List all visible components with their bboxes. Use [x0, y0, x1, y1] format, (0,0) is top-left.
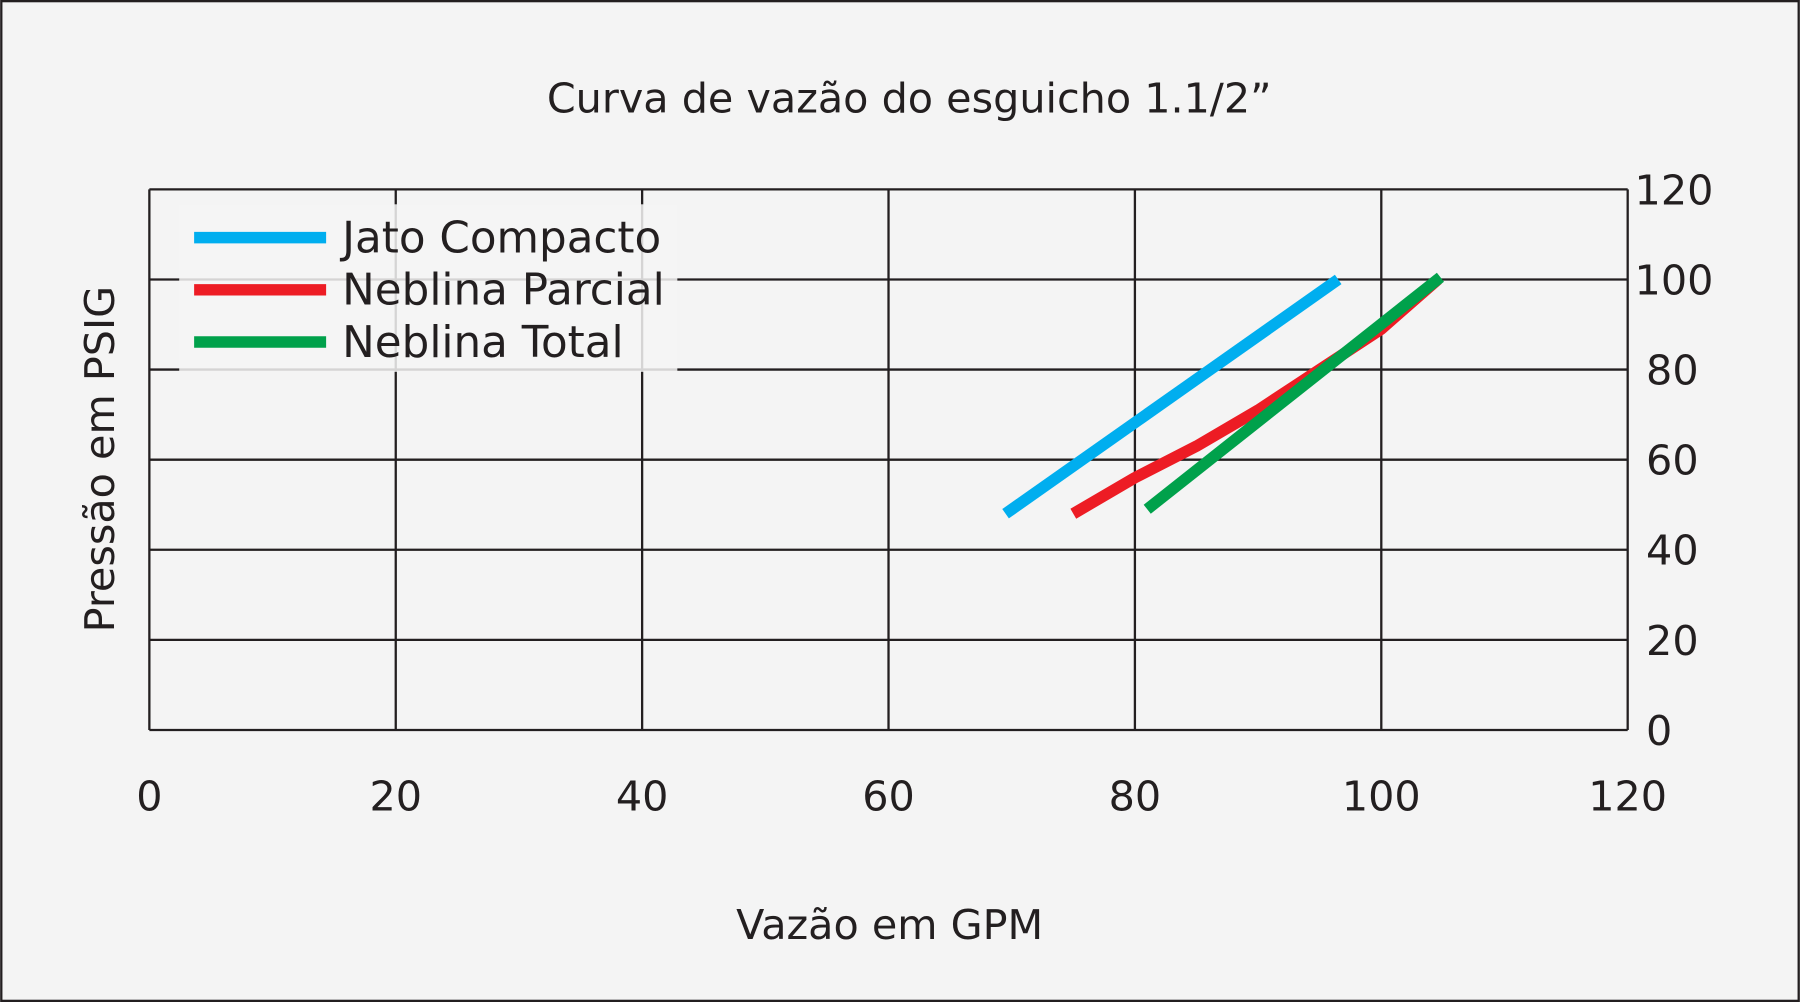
- x-tick-label: 20: [369, 772, 422, 820]
- y-tick-label: 80: [1646, 347, 1699, 395]
- y-tick-label: 20: [1646, 617, 1699, 665]
- y-tick-labels: 0 20 40 60 80 100 120: [1635, 166, 1714, 755]
- y-tick-label: 0: [1646, 707, 1672, 755]
- legend-label: Neblina Parcial: [342, 266, 665, 316]
- x-tick-labels: 0 20 40 60 80 100 120: [136, 772, 1667, 820]
- y-tick-label: 120: [1635, 166, 1714, 214]
- x-axis-label: Vazão em GPM: [736, 901, 1043, 949]
- series-line-neblina-total: [1143, 272, 1444, 514]
- y-tick-label: 40: [1646, 527, 1699, 575]
- y-tick-label: 60: [1646, 437, 1699, 485]
- legend-label: Jato Compacto: [339, 214, 661, 264]
- legend-label: Neblina Total: [342, 318, 623, 368]
- y-tick-label: 100: [1635, 256, 1714, 304]
- x-tick-label: 60: [862, 772, 915, 820]
- x-tick-label: 120: [1588, 772, 1667, 820]
- x-tick-label: 80: [1109, 772, 1162, 820]
- x-tick-label: 40: [616, 772, 669, 820]
- x-tick-label: 0: [136, 772, 162, 820]
- series-line-jato-compacto: [1002, 274, 1342, 519]
- series-lines: [1002, 272, 1444, 519]
- x-tick-label: 100: [1342, 772, 1421, 820]
- chart-title: Curva de vazão do esguicho 1.1/2”: [547, 74, 1272, 122]
- y-axis-label: Pressão em PSIG: [76, 286, 124, 632]
